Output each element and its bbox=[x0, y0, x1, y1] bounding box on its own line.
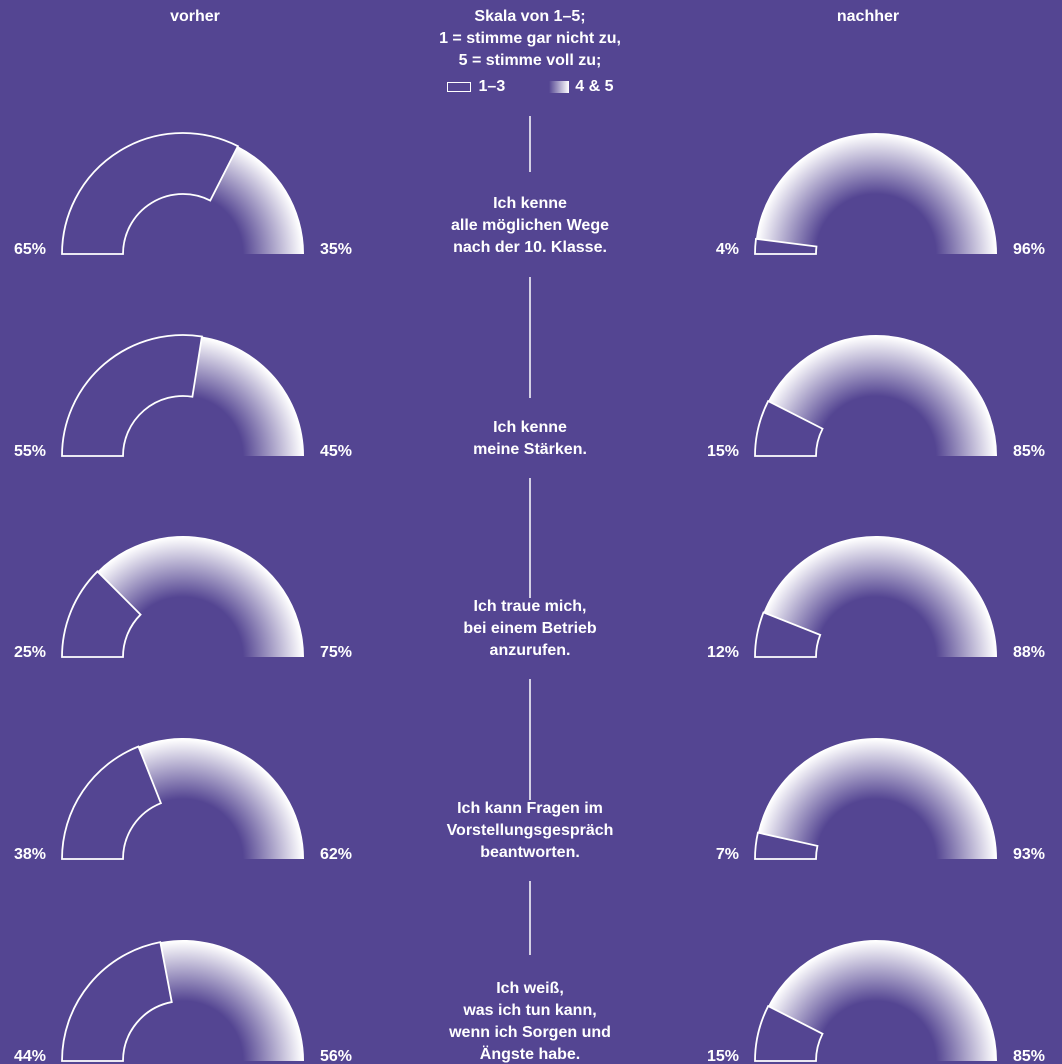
legend: 1–3 4 & 5 bbox=[380, 78, 680, 96]
scale-line: Skala von 1–5; bbox=[474, 8, 586, 25]
segment-low-vorher-0 bbox=[61, 132, 240, 255]
legend-label-high: 4 & 5 bbox=[575, 78, 614, 95]
gauge-vorher-4: 44% 56% bbox=[14, 940, 352, 1064]
label-low-nachher-0: 4% bbox=[716, 241, 739, 258]
label-low-nachher-2: 12% bbox=[707, 644, 739, 661]
segment-low-nachher-4 bbox=[754, 1004, 824, 1062]
label-low-nachher-4: 15% bbox=[707, 1048, 739, 1064]
label-low-vorher-3: 38% bbox=[14, 846, 46, 863]
segment-low-nachher-3 bbox=[754, 831, 819, 860]
label-low-nachher-3: 7% bbox=[716, 846, 739, 863]
segment-low-vorher-4 bbox=[61, 941, 173, 1062]
label-low-vorher-2: 25% bbox=[14, 644, 46, 661]
label-high-vorher-2: 75% bbox=[320, 644, 352, 661]
label-low-vorher-1: 55% bbox=[14, 443, 46, 460]
label-high-nachher-0: 96% bbox=[1013, 241, 1045, 258]
label-high-nachher-2: 88% bbox=[1013, 644, 1045, 661]
segment-high-vorher-2 bbox=[97, 536, 304, 657]
segment-low-vorher-2 bbox=[61, 570, 142, 658]
statement-1: Ich kenne meine Stärken. bbox=[473, 419, 587, 458]
statement-0: Ich kenne alle möglichen Wege nach der 10.… bbox=[451, 195, 609, 256]
segment-high-nachher-2 bbox=[763, 536, 997, 657]
label-low-nachher-1: 15% bbox=[707, 443, 739, 460]
gauge-nachher-4: 15% 85% bbox=[707, 940, 1045, 1064]
label-high-vorher-4: 56% bbox=[320, 1048, 352, 1064]
segment-low-vorher-3 bbox=[61, 745, 163, 860]
segment-high-vorher-1 bbox=[192, 336, 304, 456]
gauge-vorher-3: 38% 62% bbox=[14, 738, 352, 863]
segment-low-vorher-1 bbox=[61, 334, 203, 457]
gauge-nachher-1: 15% 85% bbox=[707, 335, 1045, 460]
segment-high-nachher-4 bbox=[768, 940, 997, 1061]
label-high-nachher-3: 93% bbox=[1013, 846, 1045, 863]
column-header-vorher: vorher bbox=[170, 8, 220, 25]
segment-high-vorher-4 bbox=[160, 940, 304, 1061]
gauge-nachher-3: 7% 93% bbox=[716, 738, 1045, 863]
legend-label-low: 1–3 bbox=[478, 78, 506, 95]
segment-high-nachher-1 bbox=[768, 335, 997, 456]
gauge-nachher-0: 4% 96% bbox=[716, 133, 1045, 258]
scale-description: Skala von 1–5; 1 = stimme gar nicht zu, … bbox=[380, 6, 680, 72]
scale-line: 1 = stimme gar nicht zu, bbox=[439, 30, 621, 47]
gauge-vorher-0: 65% 35% bbox=[14, 132, 352, 258]
legend-swatch-outline bbox=[446, 82, 471, 92]
segment-low-nachher-0 bbox=[754, 237, 818, 255]
legend-item-high: 4 & 5 bbox=[549, 78, 613, 96]
legend-swatch-gradient bbox=[549, 81, 570, 93]
gauge-vorher-2: 25% 75% bbox=[14, 536, 352, 661]
legend-item-low: 1–3 bbox=[446, 78, 506, 96]
segment-high-nachher-3 bbox=[757, 738, 997, 859]
segment-high-vorher-3 bbox=[138, 738, 304, 859]
segment-low-nachher-1 bbox=[754, 399, 824, 457]
label-high-vorher-3: 62% bbox=[320, 846, 352, 863]
gauge-nachher-2: 12% 88% bbox=[707, 536, 1045, 661]
statement-3: Ich kann Fragen im Vorstellungsgespräch be… bbox=[447, 800, 614, 861]
scale-line: 5 = stimme voll zu; bbox=[458, 52, 602, 69]
label-low-vorher-0: 65% bbox=[14, 241, 46, 258]
segment-low-nachher-2 bbox=[754, 611, 822, 658]
label-high-vorher-0: 35% bbox=[320, 241, 352, 258]
gauge-vorher-1: 55% 45% bbox=[14, 334, 352, 460]
segment-high-nachher-0 bbox=[755, 133, 997, 254]
label-high-nachher-4: 85% bbox=[1013, 1048, 1045, 1064]
label-high-nachher-1: 85% bbox=[1013, 443, 1045, 460]
label-low-vorher-4: 44% bbox=[14, 1048, 46, 1064]
segment-high-vorher-0 bbox=[210, 146, 304, 254]
label-high-vorher-1: 45% bbox=[320, 443, 352, 460]
statement-4: Ich weiß, was ich tun kann, wenn ich Sorge… bbox=[448, 980, 611, 1063]
statement-2: Ich traue mich, bei einem Betrieb anzurufe… bbox=[463, 598, 597, 659]
column-header-nachher: nachher bbox=[836, 8, 900, 25]
